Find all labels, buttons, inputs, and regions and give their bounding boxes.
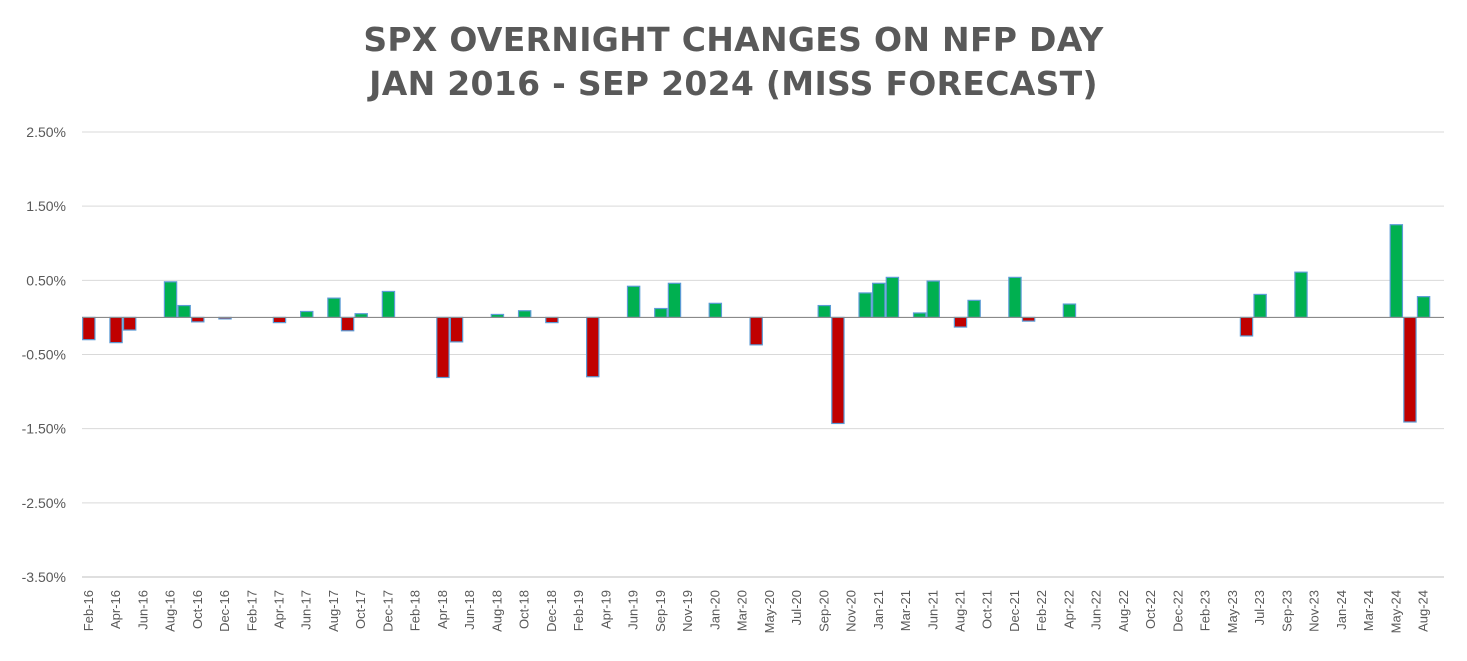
chart-subtitle: JAN 2016 - SEP 2024 (MISS FORECAST) [369, 64, 1098, 103]
bar-Sep-19 [654, 307, 668, 319]
x-tick-label: Feb-19 [571, 590, 586, 631]
bar-Sep-16 [177, 304, 191, 319]
x-tick-label: Dec-18 [544, 590, 559, 632]
x-tick-label: Apr-22 [1061, 590, 1076, 629]
x-tick-label: Feb-18 [408, 590, 423, 631]
bar-Dec-17 [381, 290, 396, 319]
bar-Sep-17 [340, 316, 355, 332]
bar-Oct-23 [1294, 271, 1308, 319]
bar-Aug-16 [163, 281, 178, 319]
x-tick-label: Oct-21 [980, 590, 995, 629]
x-tick-label: May-20 [762, 590, 777, 633]
x-tick-label: May-24 [1388, 590, 1403, 633]
bar-May-16 [122, 316, 137, 331]
x-tick-label: Sep-19 [653, 590, 668, 632]
x-tick-label: Aug-16 [163, 590, 178, 632]
x-tick-label: Oct-22 [1143, 590, 1158, 629]
x-tick-label: Jan-24 [1334, 590, 1349, 630]
bar-Apr-16 [109, 316, 123, 344]
y-tick-label: -3.50% [22, 569, 66, 585]
bar-Dec-21 [1008, 276, 1022, 319]
x-tick-label: Dec-22 [1170, 590, 1185, 632]
bar-Apr-20 [749, 316, 763, 346]
x-tick-label: Aug-22 [1116, 590, 1131, 632]
bar-Aug-24 [1416, 296, 1431, 319]
x-tick-label: May-23 [1225, 590, 1240, 633]
x-tick-label: Apr-16 [108, 590, 123, 629]
bar-Jun-21 [926, 280, 940, 319]
x-tick-label: Jun-18 [462, 590, 477, 630]
bar-May-24 [1389, 224, 1404, 319]
y-tick-label: -0.50% [22, 347, 66, 363]
bar-Feb-16 [82, 316, 96, 341]
x-tick-label: Feb-16 [81, 590, 96, 631]
x-tick-label: Feb-23 [1198, 590, 1213, 631]
x-tick-label: Jun-22 [1089, 590, 1104, 630]
bar-Apr-18 [436, 316, 450, 379]
y-tick-label: 2.50% [26, 124, 66, 140]
bar-Jan-21 [872, 282, 886, 319]
bar-Oct-18 [517, 310, 532, 319]
x-tick-label: Dec-16 [217, 590, 232, 632]
bar-Mar-19 [586, 316, 600, 378]
x-tick-label: Aug-18 [489, 590, 504, 632]
x-tick-label: Oct-18 [517, 590, 532, 629]
x-tick-label: Dec-21 [1007, 590, 1022, 632]
x-tick-label: Jan-21 [871, 590, 886, 630]
x-tick-label: Mar-20 [735, 590, 750, 631]
y-tick-label: -1.50% [22, 421, 66, 437]
x-tick-label: Aug-24 [1416, 590, 1431, 632]
x-tick-label: Oct-16 [190, 590, 205, 629]
x-tick-label: Nov-23 [1307, 590, 1322, 632]
x-tick-label: Jun-19 [626, 590, 641, 630]
bar-Jun-23 [1239, 316, 1254, 337]
bar-Apr-21 [912, 312, 927, 319]
x-tick-label: Jun-17 [299, 590, 314, 630]
x-tick-label: Aug-21 [952, 590, 967, 632]
bar-Oct-19 [667, 282, 682, 319]
x-tick-label: Jul-23 [1252, 590, 1267, 625]
x-tick-label: Mar-21 [898, 590, 913, 631]
x-tick-label: Dec-17 [380, 590, 395, 632]
y-tick-label: 1.50% [26, 198, 66, 214]
bar-Jun-17 [300, 310, 314, 319]
bar-Aug-21 [953, 316, 968, 328]
x-tick-label: Feb-22 [1034, 590, 1049, 631]
y-tick-label: 0.50% [26, 272, 66, 288]
bar-Dec-18 [545, 316, 559, 324]
x-tick-label: Sep-23 [1279, 590, 1294, 632]
x-tick-label: Feb-17 [244, 590, 259, 631]
bar-Jul-23 [1253, 293, 1267, 319]
y-tick-label: -2.50% [22, 495, 66, 511]
x-tick-label: Apr-17 [271, 590, 286, 629]
bar-Jun-19 [626, 285, 641, 319]
x-tick-label: Mar-24 [1361, 590, 1376, 631]
x-tick-label: Jun-16 [135, 590, 150, 630]
bar-Oct-16 [191, 316, 205, 323]
x-tick-label: Oct-17 [353, 590, 368, 629]
x-tick-label: Nov-19 [680, 590, 695, 632]
x-tick-label: Nov-20 [844, 590, 859, 632]
bar-Apr-22 [1062, 303, 1077, 319]
bar-Dec-20 [858, 292, 872, 319]
x-tick-label: Sep-20 [816, 590, 831, 632]
bar-Sep-20 [817, 304, 832, 319]
bar-Jan-20 [708, 302, 723, 319]
x-tick-label: Apr-19 [598, 590, 613, 629]
x-tick-label: Jun-21 [925, 590, 940, 630]
bar-Oct-20 [831, 316, 845, 425]
bar-Apr-17 [272, 316, 287, 324]
x-tick-label: Apr-18 [435, 590, 450, 629]
x-tick-label: Aug-17 [326, 590, 341, 632]
bar-Feb-21 [885, 276, 900, 319]
bar-May-18 [449, 316, 464, 343]
x-tick-label: Jul-20 [789, 590, 804, 625]
chart-title: SPX OVERNIGHT CHANGES ON NFP DAY [363, 20, 1104, 59]
bar-Aug-17 [327, 297, 341, 319]
bar-Sep-21 [967, 299, 981, 319]
x-tick-label: Jan-20 [707, 590, 722, 630]
bar-Jun-24 [1403, 316, 1417, 423]
